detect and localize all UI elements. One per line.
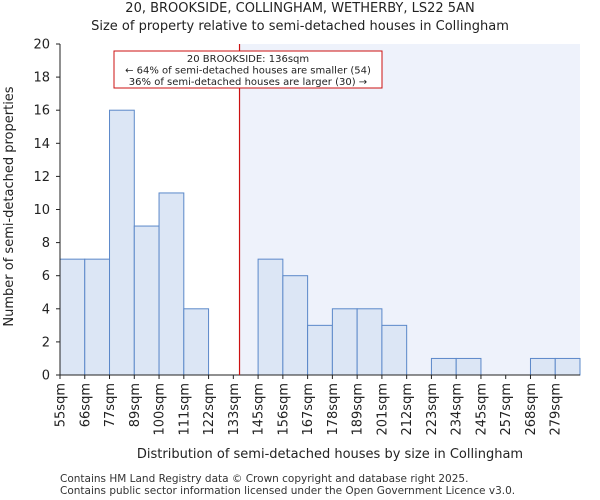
x-tick-label: 245sqm bbox=[474, 383, 489, 436]
x-tick-label: 201sqm bbox=[375, 383, 390, 436]
annotation-line: 20 BROOKSIDE: 136sqm bbox=[187, 54, 309, 65]
chart-title: 20, BROOKSIDE, COLLINGHAM, WETHERBY, LS2… bbox=[125, 1, 475, 16]
y-axis-label: Number of semi-detached properties bbox=[2, 86, 17, 326]
x-tick-label: 111sqm bbox=[177, 383, 192, 436]
bar bbox=[133, 225, 160, 376]
bar bbox=[257, 258, 284, 376]
x-tick-label: 279sqm bbox=[549, 383, 564, 436]
x-tick-label: 89sqm bbox=[128, 383, 143, 427]
bar bbox=[381, 324, 408, 376]
bar bbox=[455, 357, 482, 376]
y-tick-label: 6 bbox=[42, 269, 50, 284]
y-tick-label: 2 bbox=[42, 335, 50, 350]
x-tick-label: 178sqm bbox=[326, 383, 341, 436]
y-tick-label: 8 bbox=[42, 236, 50, 251]
y-tick-label: 4 bbox=[42, 302, 50, 317]
y-tick-label: 18 bbox=[33, 71, 50, 86]
bar bbox=[109, 109, 135, 376]
annotation-box bbox=[113, 50, 383, 89]
x-tick-label: 167sqm bbox=[301, 383, 316, 436]
bar bbox=[183, 308, 210, 376]
annotation-line: ← 64% of semi-detached houses are smalle… bbox=[125, 66, 371, 77]
y-tick-label: 0 bbox=[42, 369, 50, 384]
x-tick-label: 156sqm bbox=[276, 383, 291, 436]
annotation-line: 36% of semi-detached houses are larger (… bbox=[129, 77, 367, 88]
x-tick-label: 100sqm bbox=[153, 383, 168, 436]
x-tick-label: 122sqm bbox=[202, 383, 217, 436]
x-tick-label: 55sqm bbox=[54, 383, 69, 427]
chart-subtitle: Size of property relative to semi-detach… bbox=[91, 19, 509, 34]
bar bbox=[554, 357, 581, 376]
bar bbox=[59, 258, 86, 376]
x-tick-label: 133sqm bbox=[227, 383, 242, 436]
x-axis-label: Distribution of semi-detached houses by … bbox=[137, 447, 523, 462]
x-tick-label: 145sqm bbox=[252, 383, 267, 436]
y-tick-label: 16 bbox=[33, 104, 50, 119]
bar bbox=[282, 275, 309, 376]
bar bbox=[331, 308, 358, 376]
bar bbox=[356, 308, 383, 376]
bar bbox=[307, 324, 333, 376]
x-tick-label: 189sqm bbox=[351, 383, 366, 436]
x-tick-label: 268sqm bbox=[524, 383, 539, 436]
y-tick-label: 12 bbox=[33, 170, 50, 185]
x-tick-label: 212sqm bbox=[400, 383, 415, 436]
bar bbox=[84, 258, 111, 376]
x-tick-label: 66sqm bbox=[78, 383, 93, 427]
footer-copyright: Contains HM Land Registry data © Crown c… bbox=[60, 473, 469, 485]
footer-licence: Contains public sector information licen… bbox=[60, 485, 516, 497]
bar bbox=[529, 357, 556, 376]
y-tick-label: 14 bbox=[33, 137, 50, 152]
x-tick-label: 234sqm bbox=[450, 383, 465, 436]
y-tick-label: 20 bbox=[33, 38, 50, 53]
bar bbox=[158, 192, 185, 376]
x-tick-label: 77sqm bbox=[103, 383, 118, 427]
x-tick-label: 257sqm bbox=[499, 383, 514, 436]
y-tick-label: 10 bbox=[33, 203, 50, 218]
x-tick-label: 223sqm bbox=[425, 383, 440, 436]
bar bbox=[430, 357, 457, 376]
